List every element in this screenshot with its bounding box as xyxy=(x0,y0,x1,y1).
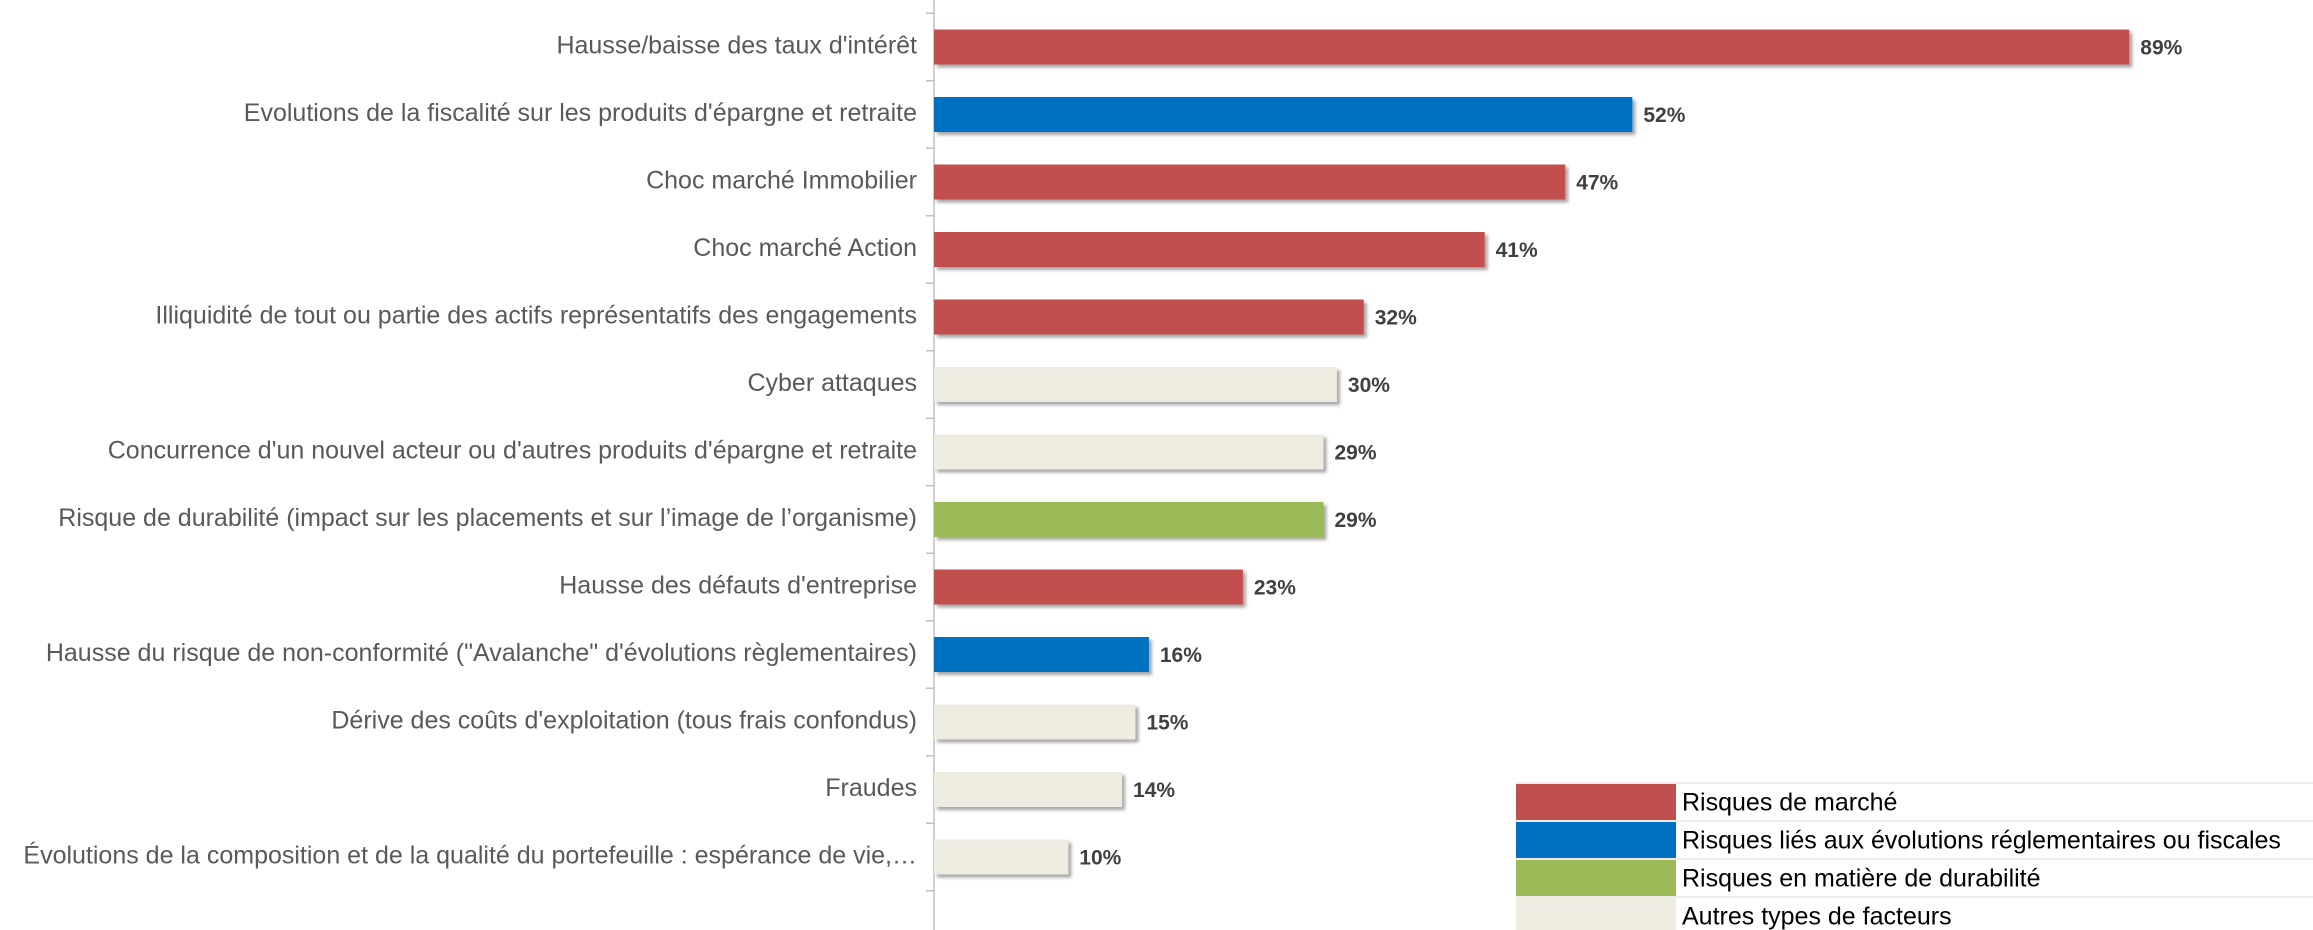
bar xyxy=(934,704,1136,740)
legend-label: Risques de marché xyxy=(1682,789,1897,817)
value-label: 15% xyxy=(1146,712,1188,735)
value-label: 41% xyxy=(1496,239,1538,262)
bar xyxy=(934,839,1069,875)
bar xyxy=(934,637,1149,672)
legend-swatch xyxy=(1516,898,1676,930)
legend-label: Risques liés aux évolutions réglementair… xyxy=(1682,827,2281,855)
category-label: Risque de durabilité (impact sur les pla… xyxy=(58,504,917,532)
value-label: 32% xyxy=(1375,307,1417,330)
bar xyxy=(934,569,1243,605)
value-label: 30% xyxy=(1348,374,1390,397)
value-label: 16% xyxy=(1160,644,1202,667)
bar xyxy=(934,299,1364,335)
value-label: 23% xyxy=(1254,577,1296,600)
bar xyxy=(934,232,1485,267)
value-label: 10% xyxy=(1079,847,1121,870)
category-label: Hausse des défauts d'entreprise xyxy=(559,572,917,600)
value-label: 52% xyxy=(1643,104,1685,127)
category-label: Fraudes xyxy=(825,774,917,802)
category-label: Illiquidité de tout ou partie des actifs… xyxy=(155,302,917,330)
legend-label: Autres types de facteurs xyxy=(1682,903,1952,930)
value-label: 29% xyxy=(1334,442,1376,465)
bar xyxy=(934,367,1337,402)
value-label: 14% xyxy=(1133,779,1175,802)
bar xyxy=(934,164,1566,200)
category-label: Évolutions de la composition et de la qu… xyxy=(23,841,917,870)
category-label: Concurrence d'un nouvel acteur ou d'autr… xyxy=(108,437,917,465)
value-label: 47% xyxy=(1576,172,1618,195)
value-label: 29% xyxy=(1334,509,1376,532)
category-label: Hausse du risque de non-conformité ("Ava… xyxy=(46,639,917,667)
category-label: Cyber attaques xyxy=(747,369,917,397)
category-label: Hausse/baisse des taux d'intérêt xyxy=(556,32,917,60)
bar xyxy=(934,772,1123,807)
bar xyxy=(934,97,1633,132)
bar xyxy=(934,29,2130,65)
category-label: Evolutions de la fiscalité sur les produ… xyxy=(244,99,917,127)
category-label: Choc marché Immobilier xyxy=(646,167,917,195)
category-label: Choc marché Action xyxy=(693,234,917,262)
bar xyxy=(934,502,1324,537)
legend-label: Risques en matière de durabilité xyxy=(1682,865,2041,893)
category-label: Dérive des coûts d'exploitation (tous fr… xyxy=(331,707,917,735)
bar xyxy=(934,434,1324,470)
legend-swatch xyxy=(1516,860,1676,896)
legend-swatch xyxy=(1516,784,1676,820)
legend-swatch xyxy=(1516,822,1676,858)
value-label: 89% xyxy=(2140,37,2182,60)
